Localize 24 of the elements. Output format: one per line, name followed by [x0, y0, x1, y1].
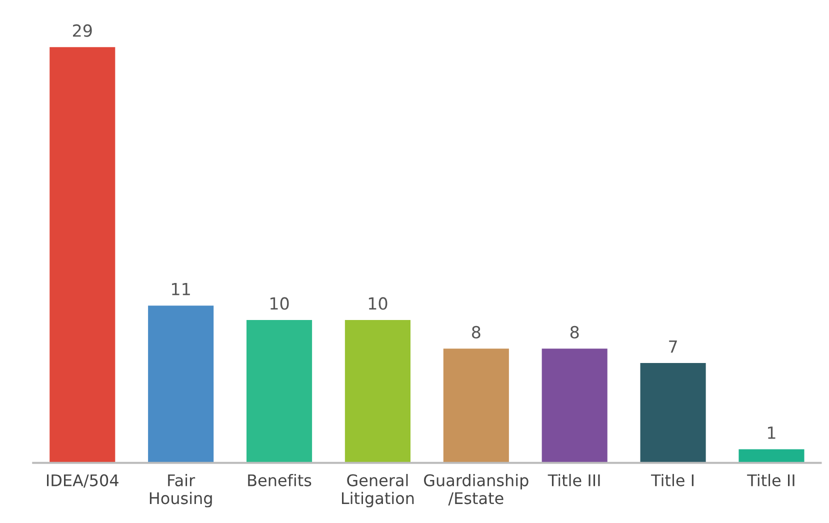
data-label: 10: [270, 297, 289, 310]
bar: [245, 318, 314, 463]
x-tick-label: General Litigation: [342, 474, 414, 508]
bar: [442, 347, 510, 463]
x-tick-label: Title II: [747, 474, 794, 486]
data-label: 11: [172, 283, 190, 296]
data-label: 7: [669, 340, 677, 353]
data-label: 10: [368, 297, 388, 310]
bar: [737, 448, 806, 463]
data-label: 1: [768, 426, 776, 439]
bar: [48, 46, 117, 463]
x-tick-label: Title I: [650, 474, 694, 486]
x-tick-label: Fair Housing: [150, 474, 212, 508]
bar: [146, 304, 215, 463]
data-label: 8: [570, 326, 579, 338]
bar: [638, 362, 708, 463]
bar: [344, 318, 412, 463]
x-tick-label: IDEA/504: [47, 474, 118, 488]
bar: [540, 347, 609, 463]
data-label: 29: [73, 24, 92, 37]
x-tick-label: Benefits: [248, 474, 312, 486]
data-label: 8: [472, 326, 480, 338]
x-tick-label: Title III: [548, 474, 600, 486]
x-tick-label: Guardianship /Estate: [424, 474, 528, 506]
